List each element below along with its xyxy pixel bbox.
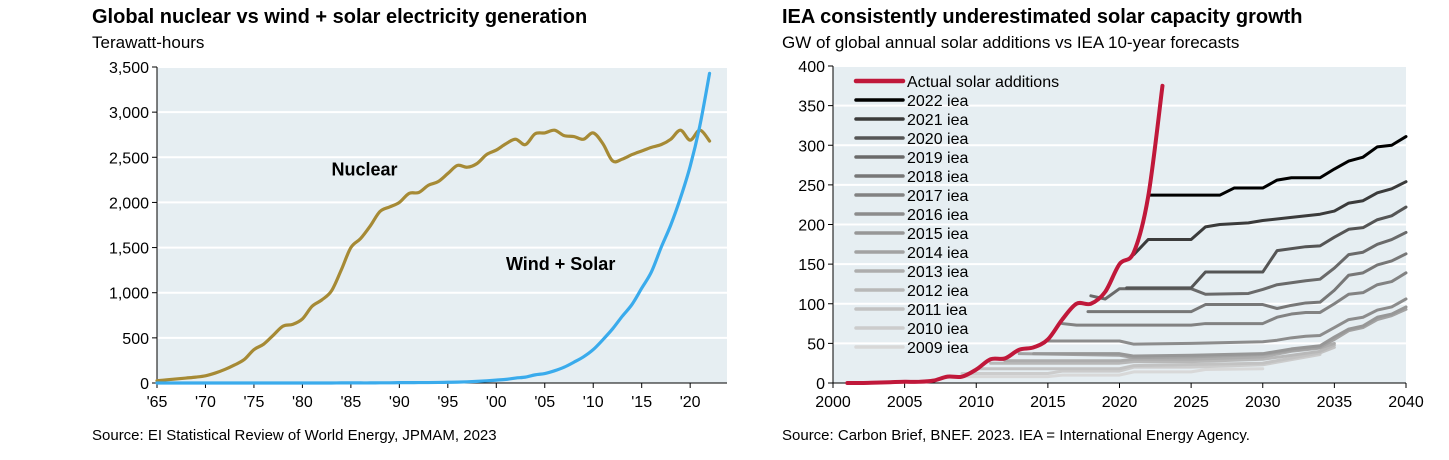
left-x-tick-label: '90: [389, 394, 410, 411]
series-line-2009-iea: [946, 367, 1265, 379]
right-x-tick-label: 2020: [1102, 394, 1138, 411]
series-line-2011-iea: [974, 345, 1336, 371]
right-x-tick-label: 2025: [1173, 394, 1209, 411]
right-y-tick-label: 200: [798, 218, 825, 235]
legend-label: 2015 iea: [907, 226, 968, 243]
left-x-tick-label: '15: [631, 394, 652, 411]
right-y-tick-label: 250: [798, 178, 825, 195]
right-chart-source: Source: Carbon Brief, BNEF. 2023. IEA = …: [782, 427, 1250, 444]
left-x-tick-label: '65: [147, 394, 168, 411]
legend-label: 2014 iea: [907, 245, 968, 262]
legend-label: 2010 iea: [907, 321, 968, 338]
left-x-tick-label: '10: [583, 394, 604, 411]
series-line-2010-iea: [960, 352, 1322, 375]
left-x-tick-label: '00: [486, 394, 507, 411]
right-y-tick-label: 100: [798, 297, 825, 314]
right-x-tick-label: 2005: [887, 394, 923, 411]
series-line-2014-iea: [1017, 307, 1408, 360]
legend-label: 2012 iea: [907, 283, 968, 300]
right-y-tick-label: 50: [807, 336, 825, 353]
right-x-tick-label: 2000: [815, 394, 851, 411]
legend-label: 2019 iea: [907, 150, 968, 167]
right-chart-title: IEA consistently underestimated solar ca…: [782, 6, 1303, 28]
left-x-tick-label: '85: [340, 394, 361, 411]
annotation-label: Nuclear: [331, 159, 397, 179]
left-chart-source: Source: EI Statistical Review of World E…: [92, 427, 497, 444]
left-x-tick-label: '05: [534, 394, 555, 411]
series-line-2020-iea: [1125, 205, 1408, 290]
right-chart-subtitle: GW of global annual solar additions vs I…: [782, 33, 1240, 52]
legend-label: 2017 iea: [907, 188, 968, 205]
legend-label: 2016 iea: [907, 207, 968, 224]
left-y-tick-label: 1,000: [109, 286, 149, 303]
legend-label: 2021 iea: [907, 112, 968, 129]
series-line-wind-solar: [155, 71, 712, 385]
legend-label: 2009 iea: [907, 340, 968, 357]
left-plot-area: [157, 67, 727, 383]
legend-label: 2018 iea: [907, 169, 968, 186]
left-x-tick-label: '20: [680, 394, 701, 411]
series-line-2015-iea: [1032, 305, 1408, 358]
right-x-tick-label: 2040: [1388, 394, 1424, 411]
legend-label: Actual solar additions: [907, 74, 1059, 91]
left-y-tick-label: 3,500: [109, 60, 149, 77]
series-line-2021-iea: [1132, 180, 1408, 257]
legend-label: 2022 iea: [907, 93, 968, 110]
legend-label: 2011 iea: [907, 302, 967, 319]
right-y-tick-label: 350: [798, 99, 825, 116]
left-y-tick-label: 0: [140, 376, 149, 393]
left-y-tick-label: 2,500: [109, 150, 149, 167]
left-y-tick-label: 3,000: [109, 105, 149, 122]
left-y-tick-label: 500: [122, 331, 149, 348]
right-y-tick-label: 0: [816, 376, 825, 393]
left-x-tick-label: '80: [292, 394, 313, 411]
right-y-tick-label: 300: [798, 138, 825, 155]
series-line-actual-solar-additions: [845, 83, 1165, 386]
series-line-nuclear: [155, 128, 712, 383]
left-x-tick-label: '75: [244, 394, 265, 411]
legend-label: 2013 iea: [907, 264, 968, 281]
right-x-tick-label: 2010: [958, 394, 994, 411]
right-y-tick-label: 400: [798, 59, 825, 76]
left-chart-subtitle: Terawatt-hours: [92, 33, 205, 52]
right-x-tick-label: 2035: [1317, 394, 1353, 411]
right-y-tick-label: 150: [798, 257, 825, 274]
left-y-tick-label: 1,500: [109, 241, 149, 258]
left-x-tick-label: '70: [195, 394, 216, 411]
annotation-label: Wind + Solar: [506, 254, 615, 274]
series-line-2018-iea: [1086, 252, 1408, 314]
left-y-tick-label: 2,000: [109, 195, 149, 212]
legend-label: 2020 iea: [907, 131, 968, 148]
series-line-2012-iea: [989, 343, 1336, 365]
right-x-tick-label: 2015: [1030, 394, 1066, 411]
series-line-2022-iea: [1146, 135, 1408, 197]
left-x-tick-label: '95: [437, 394, 458, 411]
left-chart-title: Global nuclear vs wind + solar electrici…: [92, 6, 588, 28]
right-x-tick-label: 2030: [1245, 394, 1281, 411]
series-line-2017-iea: [1060, 271, 1408, 327]
series-line-2016-iea: [1046, 297, 1408, 346]
